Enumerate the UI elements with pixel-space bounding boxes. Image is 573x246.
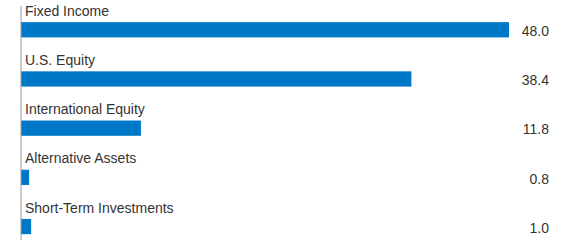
category-label: International Equity [25, 101, 145, 117]
category-label: Fixed Income [25, 3, 109, 19]
bar [21, 219, 31, 234]
category-label: Alternative Assets [25, 150, 136, 166]
bar [21, 71, 411, 86]
bar [21, 22, 509, 37]
category-label: Short-Term Investments [25, 200, 174, 216]
data-label: 38.4 [522, 72, 549, 88]
bar [21, 170, 29, 185]
category-labels: Fixed Income U.S. Equity International Equ… [25, 3, 174, 216]
category-label: U.S. Equity [25, 52, 95, 68]
data-labels: 48.0 38.4 11.8 0.8 1.0 [522, 23, 549, 236]
data-label: 48.0 [522, 23, 549, 39]
axis-line [21, 6, 22, 240]
category-axis [21, 6, 22, 240]
bars [21, 22, 509, 234]
data-label: 1.0 [530, 220, 550, 236]
data-label: 11.8 [523, 121, 549, 137]
chart: Fixed Income U.S. Equity International Equ… [0, 0, 573, 246]
data-label: 0.8 [530, 171, 550, 187]
bar [21, 121, 141, 136]
